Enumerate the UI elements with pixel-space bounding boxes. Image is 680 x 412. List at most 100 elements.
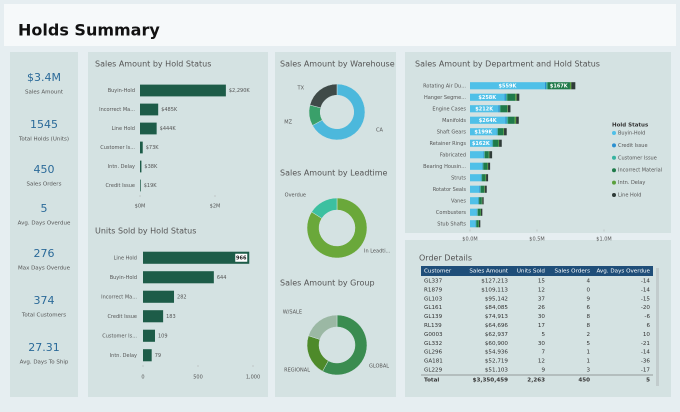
- bar: [497, 128, 499, 136]
- bar: [470, 220, 476, 228]
- legend-label: Customer Issue: [618, 155, 657, 161]
- bar: [475, 220, 477, 228]
- table-cell: 6: [646, 323, 650, 329]
- table-cell: 4: [586, 279, 590, 285]
- table-cell: GA181: [424, 359, 443, 365]
- kpi-label: Sales Orders: [27, 182, 62, 188]
- chart-title: Sales Amount by Group: [280, 279, 375, 288]
- table-cell: $60,900: [485, 341, 509, 347]
- table-cell: GL337: [424, 279, 443, 285]
- kpi-value: 1545: [30, 118, 58, 131]
- bar: [470, 93, 505, 101]
- table-cell: $54,936: [485, 350, 509, 356]
- bar: [505, 93, 508, 101]
- table-cell: GL139: [424, 314, 443, 320]
- table-cell: GL296: [424, 350, 443, 356]
- bar: [476, 220, 479, 228]
- table-header-bg: [421, 266, 653, 276]
- bar: [482, 197, 484, 205]
- legend-label: Buyin-Hold: [618, 131, 645, 137]
- table-cell: -17: [641, 368, 651, 374]
- bar: [143, 271, 214, 284]
- bar: [503, 128, 505, 136]
- bar: [482, 174, 486, 182]
- column-header: Units Sold: [517, 269, 546, 275]
- bar: [470, 174, 481, 182]
- column-header: Customer: [424, 269, 452, 275]
- slice-label: Overdue: [285, 193, 306, 199]
- bar: [488, 151, 490, 159]
- donut-slice: [312, 83, 366, 141]
- total-cell: $3,350,459: [473, 378, 508, 384]
- category-label: Intn. Delay: [110, 353, 137, 359]
- bar: [143, 290, 175, 303]
- table-cell: GL332: [424, 341, 442, 347]
- data-label: $444K: [160, 126, 177, 132]
- kpi-value: 276: [34, 247, 55, 260]
- data-label: 966: [236, 255, 247, 261]
- bar: [544, 82, 547, 90]
- scrollbar[interactable]: [656, 268, 659, 386]
- table-cell: 8: [586, 323, 590, 329]
- table-cell: -36: [641, 359, 651, 365]
- table-cell: -15: [641, 296, 651, 302]
- table-cell: -14: [641, 279, 651, 285]
- donut-slice: [306, 197, 368, 259]
- category-label: Customer Is...: [102, 333, 137, 339]
- x-tick-label: 0: [141, 375, 144, 381]
- data-label: 644: [217, 275, 227, 281]
- category-label: Retainer Rings: [430, 141, 467, 147]
- bar: [470, 208, 477, 216]
- table-cell: 9: [586, 296, 590, 302]
- slice-label: MZ: [284, 120, 292, 126]
- total-cell: 2,263: [527, 378, 545, 384]
- bar: [499, 105, 501, 113]
- bar: [505, 116, 507, 124]
- data-label: $38K: [144, 164, 158, 170]
- category-label: Credit Issue: [107, 314, 137, 320]
- bar: [496, 128, 498, 136]
- category-label: Rotating Air Du...: [423, 83, 466, 89]
- bar: [140, 160, 142, 173]
- bar: [477, 208, 481, 216]
- table-cell: 30: [538, 341, 546, 347]
- bar: [483, 162, 488, 170]
- table-cell: 0: [586, 287, 590, 293]
- table-cell: GL229: [424, 368, 443, 374]
- bar: [489, 151, 493, 159]
- bar: [498, 139, 500, 147]
- table-cell: 2: [586, 332, 590, 338]
- table-cell: RL139: [424, 323, 442, 329]
- bar: [498, 128, 504, 136]
- bar: [140, 103, 159, 116]
- table-cell: 9: [541, 368, 545, 374]
- kpi-value: $3.4M: [27, 71, 61, 84]
- bar: [492, 139, 494, 147]
- category-label: Combusters: [436, 210, 466, 216]
- panel: [405, 52, 671, 233]
- table-cell: G0003: [424, 332, 443, 338]
- table-cell: -14: [641, 350, 651, 356]
- data-label: $258K: [478, 95, 497, 101]
- table-cell: -20: [641, 305, 651, 311]
- x-tick-label: $0M: [135, 204, 146, 210]
- table-cell: $52,719: [485, 359, 509, 365]
- bar: [470, 116, 506, 124]
- data-label: $19K: [144, 183, 158, 189]
- data-label: $162K: [472, 141, 491, 147]
- bar: [569, 82, 572, 90]
- kpi-value: 450: [34, 163, 55, 176]
- x-tick-label: $0.5M: [529, 237, 544, 243]
- column-header: Sales Orders: [555, 269, 591, 275]
- bar: [485, 174, 487, 182]
- table-cell: $62,937: [485, 332, 509, 338]
- category-label: Engine Cases: [432, 106, 466, 112]
- table-cell: -14: [641, 287, 651, 293]
- bar: [478, 220, 479, 228]
- bar: [500, 105, 508, 113]
- data-label: 109: [158, 333, 168, 339]
- chart-title: Sales Amount by Department and Hold Stat…: [415, 60, 600, 69]
- category-label: Customer Is...: [100, 145, 135, 151]
- bar: [507, 105, 508, 113]
- bar: [488, 162, 491, 170]
